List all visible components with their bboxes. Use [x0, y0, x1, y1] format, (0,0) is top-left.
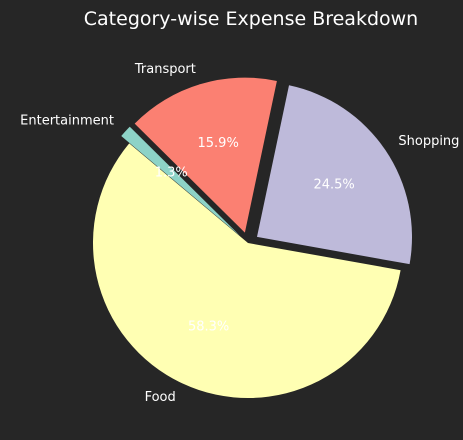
- pct-label-transport: 15.9%: [198, 136, 239, 151]
- chart-title: Category-wise Expense Breakdown: [84, 8, 418, 30]
- pie-slice-shopping: [256, 85, 412, 265]
- pct-label-entertainment: 1.3%: [155, 166, 188, 181]
- pct-label-food: 58.3%: [188, 320, 229, 335]
- pie-slice-transport: [134, 77, 277, 233]
- pie-labels: Food 58.3% Shopping 24.5% Transport 15.9% Ente…: [20, 62, 459, 405]
- slice-label-shopping: Shopping: [398, 134, 459, 149]
- slice-label-entertainment: Entertainment: [20, 113, 114, 128]
- slice-label-transport: Transport: [134, 62, 196, 77]
- slice-label-food: Food: [145, 390, 176, 405]
- pie-slice-food: [93, 143, 401, 398]
- pie-slice-entertainment: [121, 126, 240, 236]
- pct-label-shopping: 24.5%: [313, 177, 354, 192]
- pie-slices: [93, 77, 412, 398]
